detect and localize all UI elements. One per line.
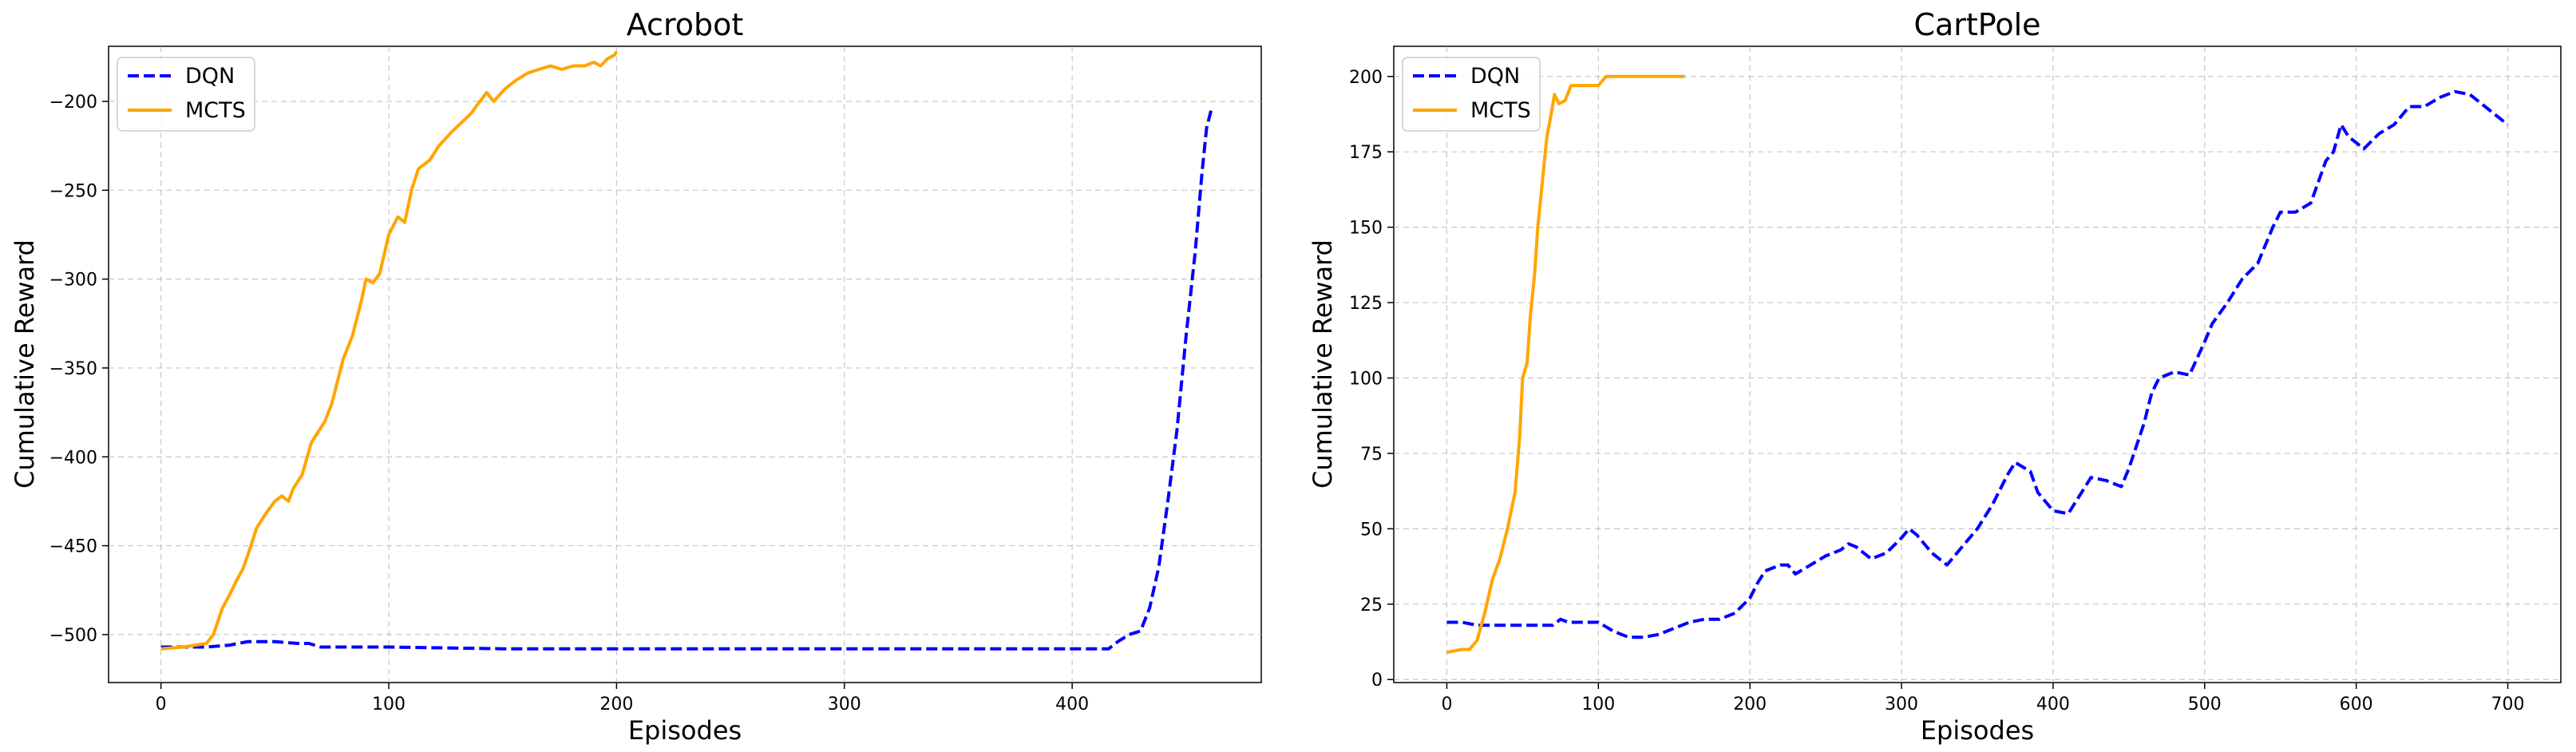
cartpole-x-tick-label: 200 — [1733, 695, 1767, 714]
acrobot-plot-area — [108, 46, 1262, 683]
cartpole-y-tick-label: 175 — [1349, 143, 1383, 163]
cartpole-legend: DQN MCTS — [1402, 57, 1541, 132]
cartpole-x-label: Episodes — [1921, 715, 2034, 746]
acrobot-x-label: Episodes — [628, 715, 742, 746]
cartpole-y-label: Cumulative Reward — [1308, 239, 1338, 489]
cartpole-dqn-line — [1446, 89, 2509, 639]
cartpole-legend-dqn-label: DQN — [1470, 64, 1520, 89]
cartpole-x-tick-label: 0 — [1441, 695, 1452, 714]
cartpole-plot-area — [1393, 46, 2562, 683]
cartpole-x-tick-label: 300 — [1885, 695, 1918, 714]
acrobot-y-ticks: −500 −450 −400 −350 −300 −250 −200 — [49, 93, 109, 646]
cartpole-y-tick-label: 200 — [1349, 68, 1383, 88]
cartpole-mcts-line — [1446, 74, 1685, 655]
cartpole-x-tick-label: 400 — [2036, 695, 2070, 714]
cartpole-x-tick-label: 600 — [2340, 695, 2373, 714]
cartpole-y-tick-label: 100 — [1349, 369, 1383, 389]
cartpole-x-tick-label: 700 — [2491, 695, 2525, 714]
cartpole-y-tick-label: 75 — [1360, 445, 1383, 465]
acrobot-y-label: Cumulative Reward — [10, 239, 40, 489]
acrobot-legend-mcts-label: MCTS — [185, 98, 246, 123]
acrobot-legend-dqn-label: DQN — [185, 64, 235, 89]
acrobot-y-tick-label: −450 — [49, 537, 97, 557]
acrobot-mcts-line — [160, 50, 619, 651]
acrobot-series — [160, 50, 1213, 651]
acrobot-x-ticks: 0 100 200 300 400 — [156, 683, 1089, 714]
acrobot-y-tick-label: −300 — [49, 271, 97, 291]
cartpole-x-tick-label: 100 — [1581, 695, 1615, 714]
acrobot-grid — [109, 46, 1261, 683]
acrobot-y-tick-label: −350 — [49, 359, 97, 379]
acrobot-x-tick-label: 300 — [828, 695, 861, 714]
cartpole-y-ticks: 0 25 50 75 100 125 150 175 200 — [1349, 68, 1394, 691]
cartpole-y-tick-label: 50 — [1360, 520, 1383, 540]
acrobot-x-tick-label: 400 — [1055, 695, 1089, 714]
cartpole-y-tick-label: 125 — [1349, 294, 1383, 314]
acrobot-legend: DQN MCTS — [117, 57, 255, 132]
acrobot-y-tick-label: −500 — [49, 626, 97, 646]
acrobot-chart: 0 100 200 300 400 −500 −450 −400 −350 −300 −250 −2… — [10, 7, 1262, 746]
acrobot-x-tick-label: 200 — [599, 695, 633, 714]
acrobot-x-tick-label: 0 — [156, 695, 167, 714]
acrobot-y-tick-label: −250 — [49, 181, 97, 201]
cartpole-series — [1446, 74, 2509, 655]
cartpole-chart: 0 100 200 300 400 500 600 700 0 25 50 75 100 125 150 1… — [1308, 7, 2562, 746]
cartpole-legend-mcts-label: MCTS — [1470, 98, 1531, 123]
acrobot-y-tick-label: −200 — [49, 93, 97, 113]
acrobot-y-tick-label: −400 — [49, 448, 97, 468]
cartpole-y-tick-label: 25 — [1360, 596, 1383, 615]
cartpole-title: CartPole — [1913, 7, 2040, 42]
acrobot-dqn-line — [160, 109, 1213, 651]
acrobot-title: Acrobot — [627, 7, 744, 42]
cartpole-y-tick-label: 150 — [1349, 219, 1383, 239]
cartpole-grid — [1394, 46, 2561, 683]
cartpole-x-ticks: 0 100 200 300 400 500 600 700 — [1441, 683, 2525, 714]
cartpole-y-tick-label: 0 — [1371, 671, 1383, 691]
acrobot-x-tick-label: 100 — [372, 695, 406, 714]
cartpole-x-tick-label: 500 — [2188, 695, 2222, 714]
